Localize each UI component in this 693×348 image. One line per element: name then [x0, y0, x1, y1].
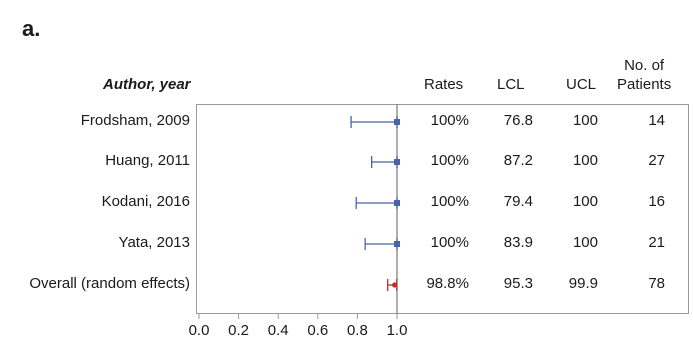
rate-value: 98.8%	[426, 275, 469, 292]
lcl-header: LCL	[497, 76, 525, 93]
ucl-value: 100	[572, 234, 598, 251]
x-tick-label: 0.8	[347, 322, 368, 339]
patients-value: 16	[648, 193, 665, 210]
x-tick-label: 1.0	[387, 322, 408, 339]
x-tick-label: 0.0	[189, 322, 210, 339]
lcl-value: 87.2	[503, 152, 533, 169]
patients-header-line2: Patients	[617, 76, 672, 93]
rate-value: 100%	[430, 112, 469, 129]
patients-value: 21	[648, 234, 665, 251]
patients-header: No. of Patients	[617, 56, 671, 94]
row-label: Yata, 2013	[118, 234, 190, 251]
ucl-value: 99.9	[568, 275, 598, 292]
lcl-value: 79.4	[503, 193, 533, 210]
author-year-header: Author, year	[103, 76, 191, 93]
ucl-value: 100	[572, 152, 598, 169]
x-tick-label: 0.4	[268, 322, 289, 339]
study-estimate-marker	[394, 241, 400, 247]
study-estimate-marker	[394, 200, 400, 206]
rate-value: 100%	[430, 193, 469, 210]
ucl-value: 100	[572, 112, 598, 129]
patients-value: 78	[648, 275, 665, 292]
lcl-value: 95.3	[503, 275, 533, 292]
row-label: Frodsham, 2009	[80, 112, 190, 129]
rate-value: 100%	[430, 234, 469, 251]
patients-value: 27	[648, 152, 665, 169]
x-tick-label: 0.2	[228, 322, 249, 339]
overall-estimate-marker	[392, 282, 398, 288]
patients-value: 14	[648, 112, 665, 129]
row-label: Kodani, 2016	[101, 193, 190, 210]
row-label: Overall (random effects)	[29, 275, 190, 292]
rates-header: Rates	[424, 76, 464, 93]
study-estimate-marker	[394, 119, 400, 125]
ucl-value: 100	[572, 193, 598, 210]
study-estimate-marker	[394, 159, 400, 165]
patients-header-line1: No. of	[624, 57, 665, 74]
lcl-value: 76.8	[503, 112, 533, 129]
lcl-value: 83.9	[503, 234, 533, 251]
ucl-header: UCL	[566, 76, 597, 93]
x-tick-label: 0.6	[307, 322, 328, 339]
row-label: Huang, 2011	[105, 152, 190, 169]
plot-frame	[196, 104, 689, 314]
rate-value: 100%	[430, 152, 469, 169]
panel-label: a.	[22, 16, 41, 41]
